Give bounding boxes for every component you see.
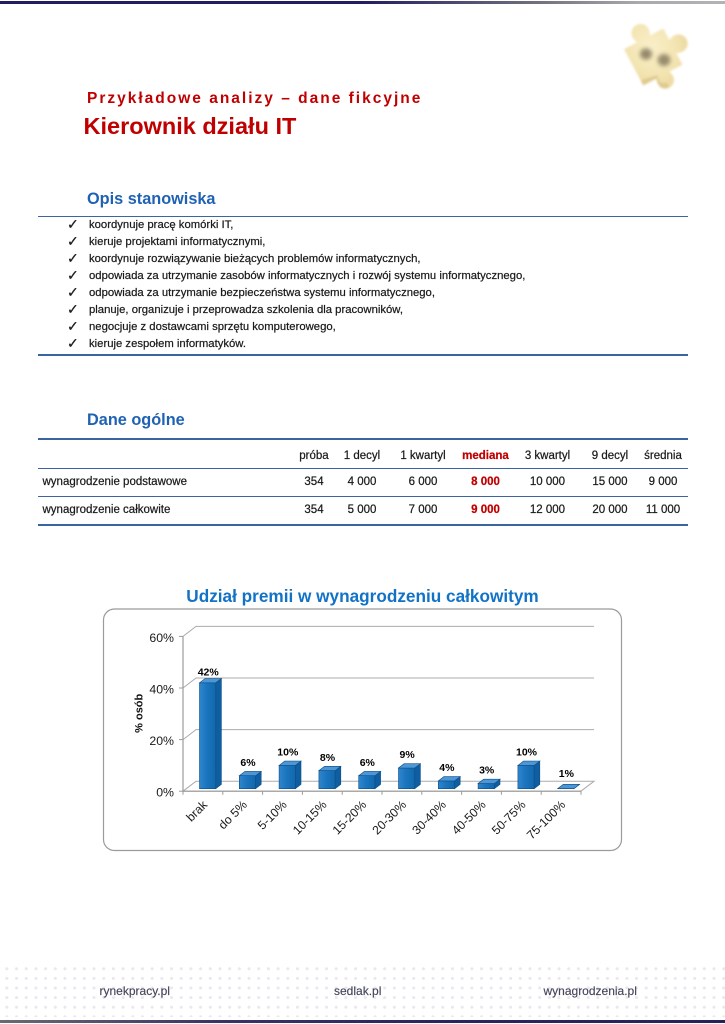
svg-text:brak: brak [183, 797, 210, 824]
svg-text:4%: 4% [439, 762, 455, 774]
svg-text:8%: 8% [320, 752, 336, 764]
svg-text:20%: 20% [149, 734, 174, 748]
svg-text:3%: 3% [479, 765, 495, 777]
svg-text:9%: 9% [400, 749, 416, 761]
svg-text:6%: 6% [360, 757, 376, 769]
svg-text:42%: 42% [198, 666, 220, 678]
svg-text:60%: 60% [149, 631, 174, 645]
svg-text:10-15%: 10-15% [290, 798, 330, 838]
svg-text:0%: 0% [156, 786, 174, 800]
svg-text:do 5%: do 5% [216, 798, 250, 832]
svg-text:10%: 10% [277, 747, 299, 759]
svg-text:75-100%: 75-100% [524, 798, 569, 843]
svg-text:10%: 10% [516, 747, 538, 759]
svg-text:40%: 40% [149, 682, 174, 696]
svg-text:1%: 1% [559, 768, 575, 780]
svg-text:% osób: % osób [134, 693, 146, 732]
svg-text:15-20%: 15-20% [330, 798, 370, 838]
svg-text:5-10%: 5-10% [255, 798, 290, 833]
svg-text:20-30%: 20-30% [370, 798, 410, 838]
svg-text:50-75%: 50-75% [489, 798, 529, 838]
svg-text:40-50%: 40-50% [449, 798, 489, 838]
svg-text:6%: 6% [240, 757, 256, 769]
svg-text:30-40%: 30-40% [409, 798, 449, 838]
